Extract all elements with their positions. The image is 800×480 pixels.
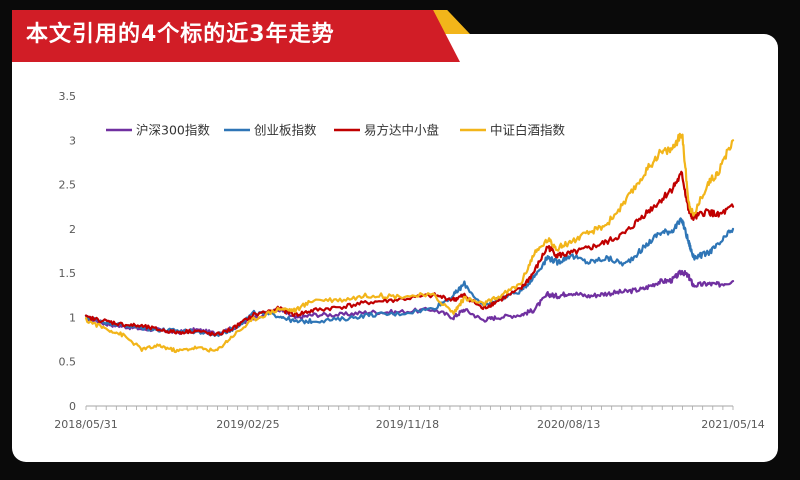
y-tick-label: 3.5 bbox=[59, 90, 77, 103]
chart-card bbox=[12, 34, 778, 462]
legend-entry-label: 沪深300指数 bbox=[136, 123, 210, 138]
legend-entry-label: 中证白酒指数 bbox=[490, 123, 566, 138]
legend-entry-label: 易方达中小盘 bbox=[364, 123, 439, 138]
y-tick-label: 0 bbox=[69, 400, 76, 413]
chart-legend: 沪深300指数 创业板指数 易方达中小盘 中证白酒指数 bbox=[106, 123, 566, 138]
y-tick-label: 1 bbox=[69, 311, 76, 324]
x-tick-label: 2019/02/25 bbox=[216, 418, 279, 431]
y-tick-label: 2.5 bbox=[59, 179, 77, 192]
x-tick-label: 2019/11/18 bbox=[376, 418, 439, 431]
chart-title: 本文引用的4个标的近3年走势 bbox=[26, 22, 335, 47]
x-tick-label: 2021/05/14 bbox=[701, 418, 764, 431]
y-tick-label: 1.5 bbox=[59, 267, 77, 280]
y-tick-label: 2 bbox=[69, 223, 76, 236]
chart-axes: 0 0.5 1 1.5 2 2.5 3 3.5 2018/05/31 2019/02/25 2019… bbox=[54, 90, 764, 431]
x-tick-label: 2018/05/31 bbox=[54, 418, 117, 431]
series-lines bbox=[84, 132, 735, 354]
series-line bbox=[84, 132, 735, 354]
series-line bbox=[84, 269, 735, 336]
series-line bbox=[84, 217, 735, 337]
series-line bbox=[84, 170, 735, 337]
title-banner bbox=[12, 10, 460, 62]
y-tick-label: 0.5 bbox=[59, 356, 77, 369]
y-tick-label: 3 bbox=[69, 134, 76, 147]
legend-entry-label: 创业板指数 bbox=[254, 123, 317, 138]
x-tick-label: 2020/08/13 bbox=[537, 418, 600, 431]
